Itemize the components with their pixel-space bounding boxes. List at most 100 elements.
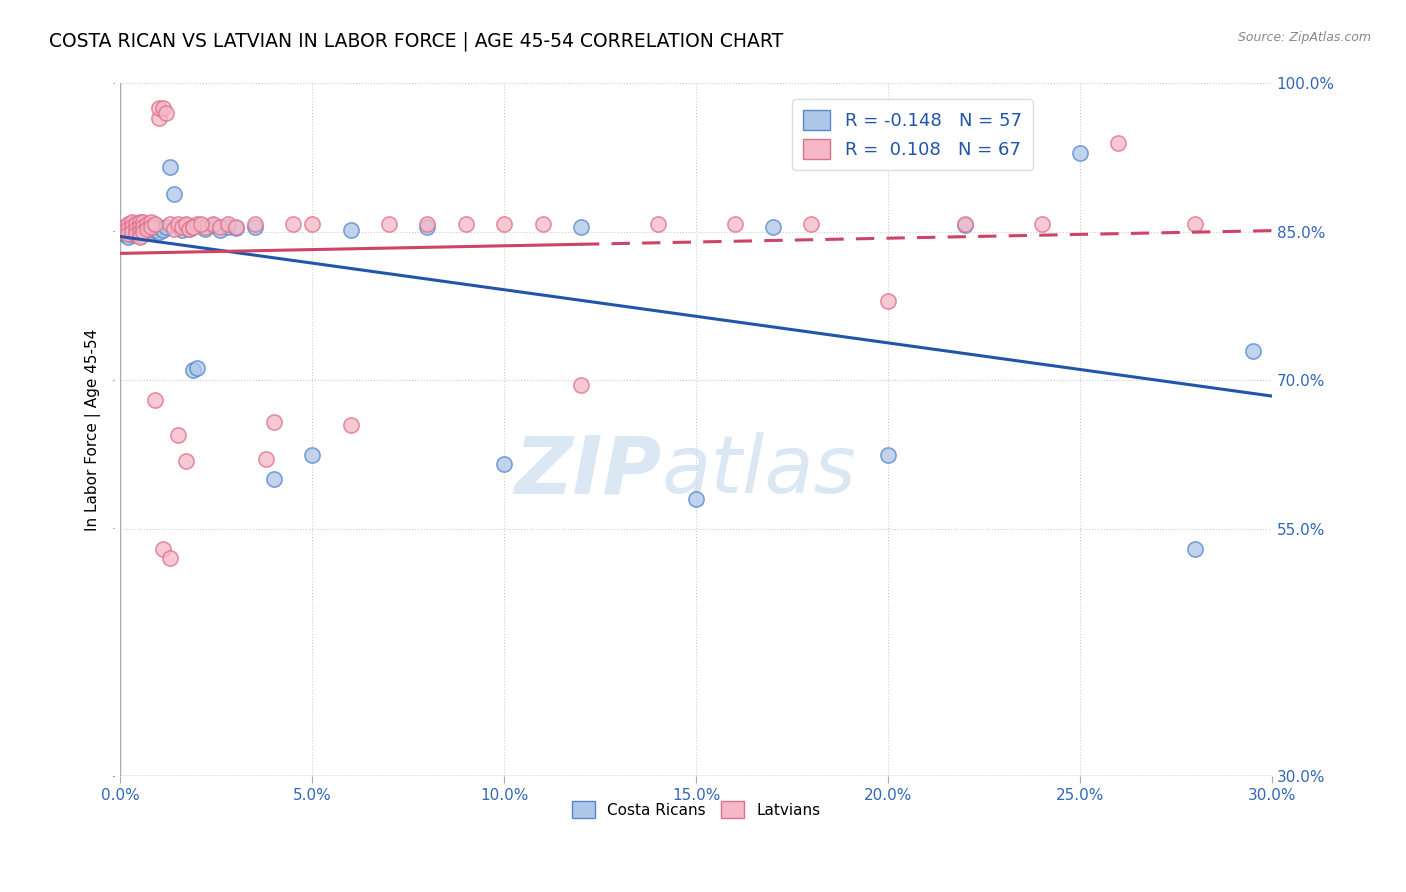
- Point: [416, 219, 439, 234]
- Point: [263, 472, 285, 486]
- Point: [254, 452, 277, 467]
- Point: [128, 219, 150, 234]
- Point: [121, 219, 143, 233]
- Point: [125, 223, 148, 237]
- Point: [183, 219, 205, 234]
- Point: [531, 217, 554, 231]
- Point: [183, 363, 205, 377]
- Point: [139, 219, 162, 234]
- Point: [121, 223, 143, 237]
- Point: [163, 222, 186, 236]
- Point: [1184, 541, 1206, 556]
- Point: [170, 223, 193, 237]
- Point: [128, 228, 150, 243]
- Point: [148, 111, 170, 125]
- Point: [148, 221, 170, 235]
- Point: [159, 160, 181, 174]
- Point: [121, 215, 143, 229]
- Point: [167, 427, 190, 442]
- Point: [281, 217, 304, 231]
- Point: [143, 217, 166, 231]
- Point: [132, 221, 155, 235]
- Point: [209, 223, 232, 237]
- Point: [201, 217, 224, 231]
- Point: [136, 222, 159, 236]
- Point: [117, 227, 139, 241]
- Point: [125, 222, 148, 236]
- Point: [800, 217, 823, 231]
- Point: [136, 218, 159, 232]
- Point: [128, 225, 150, 239]
- Point: [125, 227, 148, 241]
- Text: COSTA RICAN VS LATVIAN IN LABOR FORCE | AGE 45-54 CORRELATION CHART: COSTA RICAN VS LATVIAN IN LABOR FORCE | …: [49, 31, 783, 51]
- Point: [117, 217, 139, 231]
- Point: [953, 217, 976, 231]
- Point: [155, 106, 177, 120]
- Point: [155, 219, 177, 234]
- Point: [243, 217, 266, 231]
- Point: [339, 223, 361, 237]
- Point: [179, 222, 201, 236]
- Point: [136, 222, 159, 236]
- Point: [217, 217, 239, 231]
- Point: [243, 219, 266, 234]
- Point: [1241, 343, 1264, 358]
- Point: [152, 541, 174, 556]
- Point: [494, 217, 516, 231]
- Point: [201, 218, 224, 232]
- Point: [186, 217, 208, 231]
- Point: [132, 225, 155, 239]
- Point: [225, 219, 247, 234]
- Point: [1107, 136, 1129, 150]
- Point: [128, 215, 150, 229]
- Point: [121, 225, 143, 239]
- Point: [136, 225, 159, 239]
- Point: [159, 217, 181, 231]
- Point: [454, 217, 477, 231]
- Point: [159, 551, 181, 566]
- Y-axis label: In Labor Force | Age 45-54: In Labor Force | Age 45-54: [86, 328, 101, 531]
- Point: [339, 417, 361, 432]
- Point: [139, 215, 162, 229]
- Point: [125, 227, 148, 241]
- Point: [186, 361, 208, 376]
- Point: [167, 217, 190, 231]
- Point: [174, 218, 197, 232]
- Point: [953, 218, 976, 232]
- Point: [723, 217, 745, 231]
- Point: [125, 217, 148, 231]
- Point: [128, 222, 150, 236]
- Point: [1069, 145, 1091, 160]
- Point: [1184, 217, 1206, 231]
- Point: [112, 227, 135, 241]
- Point: [263, 415, 285, 429]
- Point: [190, 217, 212, 231]
- Point: [143, 219, 166, 233]
- Point: [167, 219, 190, 234]
- Text: Source: ZipAtlas.com: Source: ZipAtlas.com: [1237, 31, 1371, 45]
- Point: [301, 217, 323, 231]
- Point: [194, 219, 217, 234]
- Point: [225, 221, 247, 235]
- Point: [112, 225, 135, 239]
- Point: [132, 225, 155, 239]
- Point: [647, 217, 669, 231]
- Point: [121, 227, 143, 242]
- Point: [148, 225, 170, 239]
- Point: [117, 225, 139, 239]
- Text: atlas: atlas: [662, 433, 856, 510]
- Point: [128, 225, 150, 239]
- Point: [569, 219, 592, 234]
- Point: [170, 219, 193, 234]
- Point: [125, 219, 148, 234]
- Point: [416, 217, 439, 231]
- Point: [183, 219, 205, 234]
- Point: [139, 219, 162, 234]
- Point: [179, 222, 201, 236]
- Point: [121, 217, 143, 231]
- Point: [762, 219, 785, 234]
- Point: [194, 222, 217, 236]
- Point: [139, 225, 162, 239]
- Point: [217, 219, 239, 234]
- Point: [152, 101, 174, 115]
